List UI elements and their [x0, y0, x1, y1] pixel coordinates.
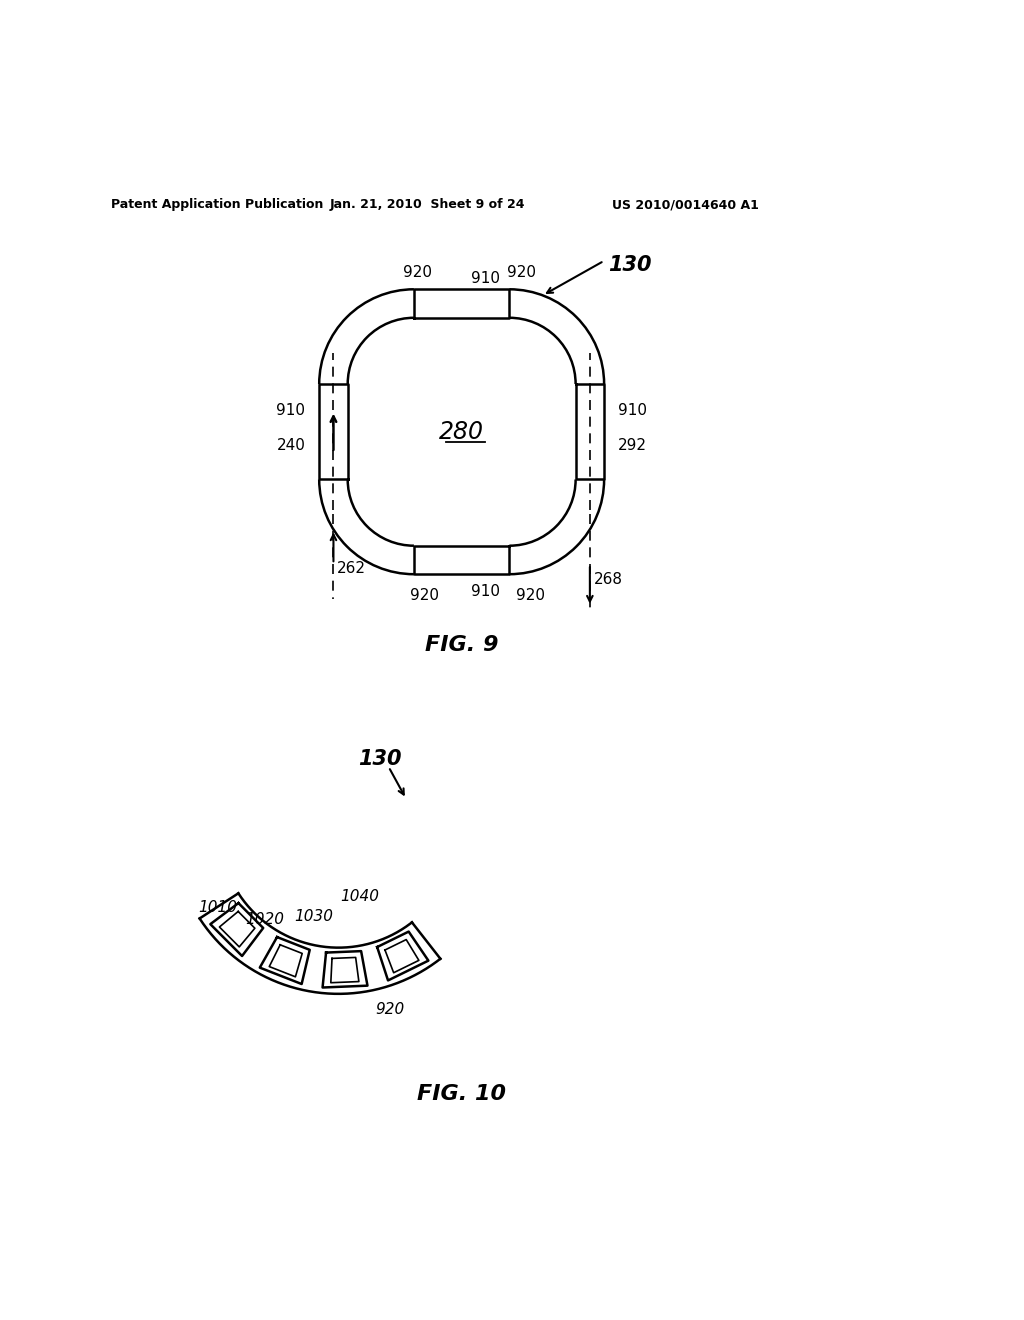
Text: 1030: 1030 — [295, 908, 334, 924]
Text: 292: 292 — [617, 438, 647, 453]
Text: Jan. 21, 2010  Sheet 9 of 24: Jan. 21, 2010 Sheet 9 of 24 — [330, 198, 524, 211]
Text: 240: 240 — [276, 438, 305, 453]
Text: FIG. 9: FIG. 9 — [425, 635, 499, 655]
Text: 268: 268 — [594, 572, 623, 587]
Text: 920: 920 — [411, 589, 439, 603]
Text: 920: 920 — [516, 589, 546, 603]
Text: 1020: 1020 — [246, 912, 285, 927]
Text: 910: 910 — [471, 583, 500, 599]
Text: 280: 280 — [439, 420, 484, 444]
Text: FIG. 10: FIG. 10 — [417, 1084, 506, 1104]
Text: 910: 910 — [276, 403, 305, 417]
Text: 130: 130 — [608, 255, 651, 275]
Text: Patent Application Publication: Patent Application Publication — [111, 198, 323, 211]
Text: 920: 920 — [375, 1002, 404, 1016]
Text: 1010: 1010 — [198, 900, 238, 915]
Text: 910: 910 — [471, 271, 500, 286]
Text: 910: 910 — [617, 403, 647, 417]
Text: US 2010/0014640 A1: US 2010/0014640 A1 — [611, 198, 759, 211]
Text: 920: 920 — [402, 265, 431, 280]
Text: 130: 130 — [357, 748, 401, 770]
Text: 1040: 1040 — [340, 890, 380, 904]
Text: 920: 920 — [507, 265, 537, 280]
Text: 262: 262 — [337, 561, 367, 576]
